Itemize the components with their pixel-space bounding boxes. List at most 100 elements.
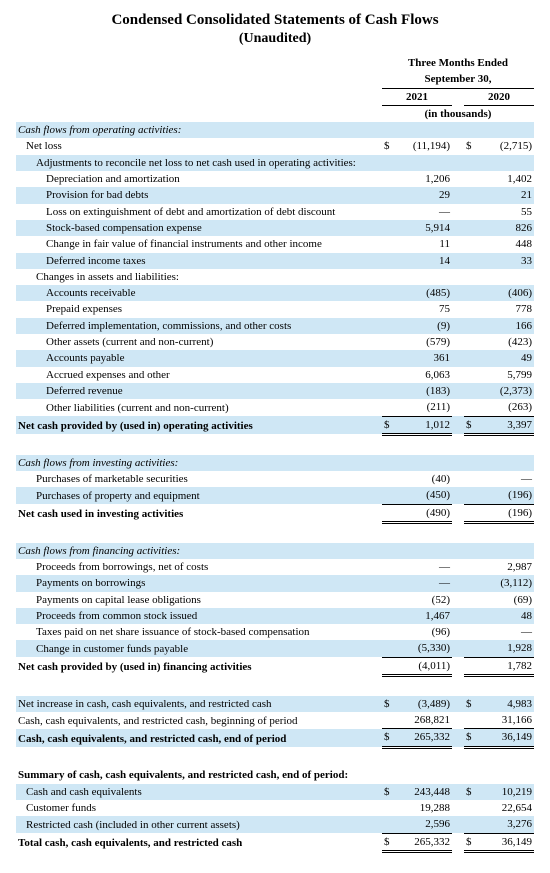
amount-cell: 75 xyxy=(396,301,452,317)
currency-cell xyxy=(464,318,478,334)
table-row: Net cash provided by (used in) financing… xyxy=(16,657,534,675)
amount-cell: 166 xyxy=(478,318,534,334)
amount-cell: 3,397 xyxy=(478,416,534,434)
currency-cell xyxy=(464,434,478,454)
row-label: Total cash, cash equivalents, and restri… xyxy=(16,833,382,851)
currency-cell xyxy=(464,640,478,657)
amount-cell xyxy=(478,675,534,695)
amount-cell: 268,821 xyxy=(396,712,452,729)
amount-cell: 21 xyxy=(478,187,534,203)
row-label: Cash flows from operating activities: xyxy=(16,122,382,138)
currency-cell xyxy=(382,236,396,252)
amount-cell: 1,782 xyxy=(478,657,534,675)
currency-cell xyxy=(382,800,396,816)
amount-cell: 1,928 xyxy=(478,640,534,657)
page-title: Condensed Consolidated Statements of Cas… xyxy=(16,12,534,29)
amount-cell: (3,112) xyxy=(478,575,534,591)
currency-cell xyxy=(382,269,396,285)
row-label: Cash flows from financing activities: xyxy=(16,543,382,559)
currency-cell xyxy=(464,522,478,542)
amount-cell: (9) xyxy=(396,318,452,334)
amount-cell: 5,799 xyxy=(478,367,534,383)
table-row: Summary of cash, cash equivalents, and r… xyxy=(16,767,534,783)
amount-cell: (4,011) xyxy=(396,657,452,675)
amount-cell: 10,219 xyxy=(478,784,534,800)
units-label: (in thousands) xyxy=(382,105,534,122)
table-row: Deferred implementation, commissions, an… xyxy=(16,318,534,334)
currency-cell xyxy=(382,285,396,301)
amount-cell xyxy=(396,675,452,695)
currency-cell: $ xyxy=(382,729,396,747)
currency-cell xyxy=(464,171,478,187)
currency-cell xyxy=(464,767,478,783)
currency-cell xyxy=(464,236,478,252)
currency-cell xyxy=(382,675,396,695)
table-row: Prepaid expenses 75 778 xyxy=(16,301,534,317)
table-row xyxy=(16,434,534,454)
currency-cell xyxy=(464,504,478,522)
currency-cell: $ xyxy=(464,833,478,851)
amount-cell: (406) xyxy=(478,285,534,301)
row-label: Deferred implementation, commissions, an… xyxy=(16,318,382,334)
currency-cell xyxy=(382,543,396,559)
table-row: Changes in assets and liabilities: xyxy=(16,269,534,285)
currency-cell xyxy=(464,367,478,383)
table-row: Cash flows from investing activities: xyxy=(16,455,534,471)
amount-cell: (11,194) xyxy=(396,138,452,154)
amount-cell: 36,149 xyxy=(478,729,534,747)
row-label: Prepaid expenses xyxy=(16,301,382,317)
currency-cell xyxy=(382,559,396,575)
table-row: Payments on borrowings—(3,112) xyxy=(16,575,534,591)
amount-cell: 265,332 xyxy=(396,729,452,747)
row-label: Net loss xyxy=(16,138,382,154)
table-row: Deferred revenue(183)(2,373) xyxy=(16,383,534,399)
amount-cell xyxy=(478,269,534,285)
amount-cell: 2,596 xyxy=(396,816,452,833)
amount-cell xyxy=(396,269,452,285)
table-row: Cash flows from financing activities: xyxy=(16,543,534,559)
period-header: Three Months Ended xyxy=(382,55,534,71)
table-row: Cash and cash equivalents$243,448$10,219 xyxy=(16,784,534,800)
amount-cell xyxy=(396,155,452,171)
amount-cell: 11 xyxy=(396,236,452,252)
currency-cell xyxy=(382,399,396,416)
currency-cell xyxy=(464,592,478,608)
row-label: Taxes paid on net share issuance of stoc… xyxy=(16,624,382,640)
amount-cell xyxy=(478,747,534,767)
row-label: Other liabilities (current and non-curre… xyxy=(16,399,382,416)
currency-cell xyxy=(464,455,478,471)
amount-cell: 22,654 xyxy=(478,800,534,816)
table-row: Accounts receivable(485)(406) xyxy=(16,285,534,301)
amount-cell: 2,987 xyxy=(478,559,534,575)
amount-cell: (52) xyxy=(396,592,452,608)
amount-cell: 1,012 xyxy=(396,416,452,434)
currency-cell xyxy=(382,253,396,269)
row-label xyxy=(16,522,382,542)
row-label: Net cash provided by (used in) financing… xyxy=(16,657,382,675)
amount-cell: — xyxy=(396,559,452,575)
amount-cell: (485) xyxy=(396,285,452,301)
cashflow-table: Three Months Ended September 30, 2021 20… xyxy=(16,55,534,853)
row-label: Accrued expenses and other xyxy=(16,367,382,383)
amount-cell: — xyxy=(478,624,534,640)
row-label: Purchases of marketable securities xyxy=(16,471,382,487)
currency-cell xyxy=(464,471,478,487)
table-row: Customer funds19,28822,654 xyxy=(16,800,534,816)
currency-cell xyxy=(464,624,478,640)
currency-cell: $ xyxy=(464,784,478,800)
row-label: Net increase in cash, cash equivalents, … xyxy=(16,696,382,712)
row-label xyxy=(16,434,382,454)
currency-cell xyxy=(464,608,478,624)
row-label: Cash, cash equivalents, and restricted c… xyxy=(16,712,382,729)
row-label: Changes in assets and liabilities: xyxy=(16,269,382,285)
currency-cell xyxy=(382,220,396,236)
currency-cell xyxy=(464,747,478,767)
currency-cell xyxy=(464,269,478,285)
table-row: Restricted cash (included in other curre… xyxy=(16,816,534,833)
amount-cell xyxy=(478,522,534,542)
amount-cell: 778 xyxy=(478,301,534,317)
table-row: Accrued expenses and other6,0635,799 xyxy=(16,367,534,383)
currency-cell xyxy=(382,608,396,624)
table-row: Proceeds from borrowings, net of costs—2… xyxy=(16,559,534,575)
amount-cell: — xyxy=(478,471,534,487)
